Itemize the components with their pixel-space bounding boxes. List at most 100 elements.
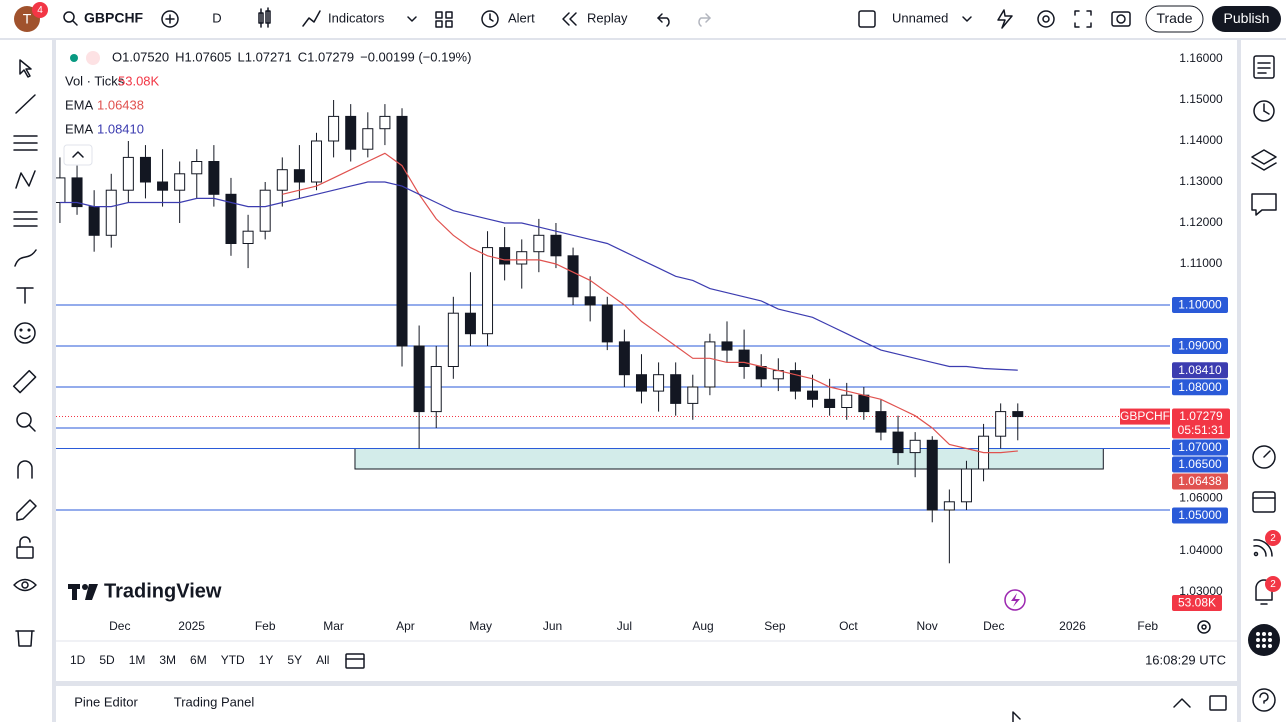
ohlc-value: H1.07605: [175, 49, 231, 64]
candle-body: [550, 234, 562, 257]
price-tag: [1172, 507, 1228, 524]
badge-count: 2: [1270, 579, 1276, 590]
add-symbol[interactable]: [161, 10, 179, 28]
alert[interactable]: Alert: [508, 10, 535, 25]
price-tag: [1172, 362, 1228, 379]
timeframe[interactable]: 5Y: [287, 653, 302, 667]
maximize-panel[interactable]: [1209, 695, 1227, 711]
left-toolbar: [0, 40, 52, 722]
trading-panel-tab[interactable]: Trading Panel: [174, 694, 255, 709]
templates[interactable]: [435, 11, 453, 28]
y-tick-label: 1.11000: [1180, 256, 1223, 270]
candle-body: [88, 206, 100, 236]
y-tick-label: 1.12000: [1179, 215, 1223, 229]
undo[interactable]: [657, 13, 670, 27]
layout-name[interactable]: Unnamed: [892, 10, 948, 25]
badge: [1265, 576, 1281, 592]
replay[interactable]: Replay: [587, 10, 628, 25]
y-tick-label: 1.15000: [1179, 92, 1223, 106]
candle-body: [1012, 411, 1024, 418]
candle-body: [824, 398, 836, 408]
flash-bolt: [1011, 593, 1020, 607]
price-tag: [1172, 456, 1228, 473]
price-tag-label: 1.07000: [1178, 440, 1222, 454]
price-tag-label: 1.08000: [1178, 380, 1222, 394]
publish-button[interactable]: [1212, 6, 1281, 32]
apps-icon: [1256, 632, 1272, 648]
y-tick-label: 1.14000: [1179, 133, 1223, 147]
expand-panel[interactable]: [1173, 698, 1191, 708]
timeframe[interactable]: 6M: [190, 653, 207, 667]
timeframe[interactable]: 5D: [99, 653, 115, 667]
replay-icon[interactable]: [562, 12, 577, 26]
interval[interactable]: D: [212, 10, 221, 25]
flash-icon[interactable]: [1004, 589, 1026, 611]
settings[interactable]: [1037, 10, 1055, 28]
symbol-tag-label: GBPCHF: [1120, 409, 1170, 423]
candle-body: [704, 341, 716, 388]
collapse-legend[interactable]: [63, 144, 93, 166]
timeframe[interactable]: All: [316, 653, 329, 667]
candle-body: [379, 115, 391, 130]
timeframe[interactable]: 1Y: [259, 653, 274, 667]
plot-area: [56, 100, 1170, 564]
timeframe[interactable]: 3M: [159, 653, 176, 667]
indicators[interactable]: Indicators: [328, 10, 385, 25]
redo[interactable]: [698, 13, 711, 27]
y-tick-label: 1.06000: [1179, 491, 1223, 505]
sidebar-tools[interactable]: [1251, 55, 1277, 712]
date-range[interactable]: [345, 653, 365, 669]
indicators-icon[interactable]: [302, 10, 321, 27]
chevron[interactable]: [407, 16, 417, 22]
watermark: TradingView: [104, 580, 222, 602]
drawing-tools[interactable]: [12, 59, 38, 647]
candle-body: [943, 501, 955, 511]
price-tag-label: 1.06438: [1178, 474, 1222, 488]
ema-line: [282, 152, 1018, 454]
clock: 16:08:29 UTC: [1145, 652, 1226, 667]
layout-icon[interactable]: [858, 10, 876, 28]
x-tick-label: Apr: [396, 619, 415, 633]
chart-type[interactable]: [258, 7, 271, 28]
snapshot[interactable]: [1111, 11, 1131, 27]
price-tag: [1172, 439, 1228, 456]
volume-value: 53.08K: [118, 73, 160, 88]
ema-name: EMA: [65, 121, 94, 136]
badge-count: 2: [1270, 533, 1276, 544]
candle-body: [499, 247, 511, 265]
quick-search[interactable]: [997, 9, 1013, 29]
price-tag-label: 1.05000: [1178, 508, 1222, 522]
axis-settings[interactable]: [1197, 620, 1211, 634]
ohlc-value: −0.00199 (−0.19%): [360, 49, 471, 64]
avatar-letter: T: [23, 11, 32, 27]
right-sidebar: [1241, 40, 1286, 722]
last-price-tag: [1172, 408, 1230, 439]
badge: [1265, 530, 1281, 546]
x-tick-label: Sep: [764, 619, 786, 633]
chevron[interactable]: [962, 16, 972, 22]
symbol[interactable]: GBPCHF: [84, 10, 144, 26]
timeframe[interactable]: 1D: [70, 653, 86, 667]
watermark-logo: [68, 584, 98, 600]
pine-editor-tab[interactable]: Pine Editor: [74, 694, 138, 709]
x-tick-label: Jun: [543, 619, 562, 633]
timeframe[interactable]: YTD: [221, 653, 245, 667]
candle-body: [122, 156, 134, 191]
cursor: [1012, 711, 1021, 722]
trade-button[interactable]: [1145, 5, 1204, 33]
search-icon[interactable]: [63, 11, 78, 26]
fullscreen[interactable]: [1074, 10, 1092, 28]
candle-body: [430, 366, 442, 413]
timeframe[interactable]: 1M: [129, 653, 146, 667]
candle-body: [635, 374, 647, 392]
candle-body: [995, 411, 1007, 437]
candle-body: [105, 189, 117, 236]
x-tick-label: May: [469, 619, 492, 633]
alert-icon[interactable]: [481, 10, 499, 28]
candle-body: [841, 394, 853, 409]
bottom-panel: [56, 686, 1237, 722]
candle-body: [157, 181, 169, 191]
price-tag-label: 1.08410: [1178, 363, 1222, 377]
market-status: [70, 54, 78, 62]
